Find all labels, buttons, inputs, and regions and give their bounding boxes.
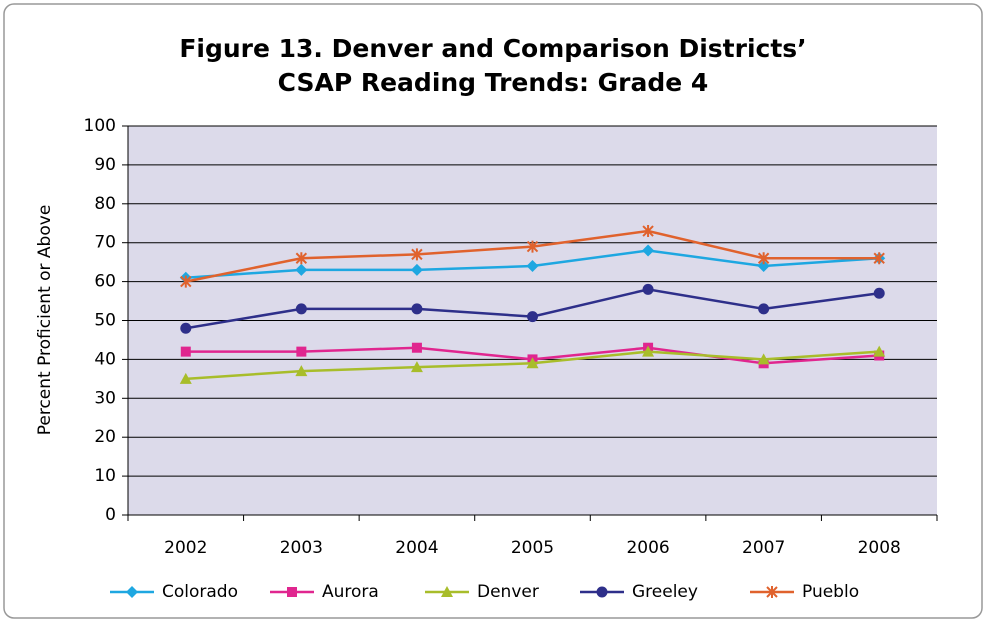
marker — [411, 248, 423, 261]
marker — [526, 240, 539, 253]
x-tick-label: 2002 — [164, 538, 207, 558]
x-tick-label: 2005 — [511, 538, 554, 558]
marker — [526, 260, 539, 273]
marker — [757, 353, 770, 365]
marker — [179, 372, 192, 384]
legend-label: Aurora — [322, 582, 379, 602]
marker — [441, 586, 453, 597]
legend-label: Colorado — [162, 582, 238, 602]
marker — [642, 345, 655, 357]
marker — [596, 586, 608, 598]
y-tick-label: 70 — [94, 233, 116, 253]
marker — [295, 365, 308, 377]
legend-label: Pueblo — [802, 582, 859, 602]
marker — [526, 357, 539, 369]
y-tick-label: 20 — [94, 427, 116, 447]
marker — [410, 361, 423, 373]
marker — [873, 252, 885, 265]
y-tick-label: 50 — [94, 311, 116, 331]
marker — [411, 342, 422, 353]
marker — [180, 275, 192, 288]
y-tick-label: 90 — [94, 155, 116, 175]
marker — [126, 586, 138, 598]
marker — [766, 586, 778, 598]
marker — [410, 263, 423, 276]
marker — [642, 283, 654, 295]
x-tick-label: 2004 — [395, 538, 438, 558]
marker — [296, 346, 307, 357]
x-tick-label: 2007 — [742, 538, 785, 558]
y-tick-label: 40 — [94, 349, 116, 369]
x-tick-label: 2006 — [626, 538, 669, 558]
y-tick-label: 30 — [94, 388, 116, 408]
y-tick-label: 80 — [94, 194, 116, 214]
y-tick-label: 0 — [105, 505, 116, 525]
marker — [295, 263, 308, 276]
chart-title: Figure 13. Denver and Comparison Distric… — [179, 34, 806, 63]
marker — [180, 346, 191, 357]
marker — [642, 225, 654, 238]
marker — [757, 260, 770, 273]
marker — [642, 244, 655, 257]
marker — [295, 303, 307, 315]
y-axis-label: Percent Proficient or Above — [35, 205, 55, 436]
legend-label: Greeley — [632, 582, 698, 602]
y-tick-label: 60 — [94, 272, 116, 292]
x-tick-label: 2003 — [280, 538, 323, 558]
legend-label: Denver — [477, 582, 539, 602]
marker — [411, 303, 423, 315]
marker — [758, 303, 770, 315]
chart-title: CSAP Reading Trends: Grade 4 — [278, 68, 709, 97]
marker — [873, 287, 885, 299]
x-tick-label: 2008 — [858, 538, 901, 558]
marker — [287, 587, 297, 597]
marker — [757, 252, 770, 265]
y-tick-label: 100 — [84, 116, 116, 136]
marker — [295, 252, 308, 265]
y-tick-label: 10 — [94, 466, 116, 486]
marker — [527, 311, 538, 323]
marker — [180, 322, 192, 334]
marker — [873, 345, 886, 357]
